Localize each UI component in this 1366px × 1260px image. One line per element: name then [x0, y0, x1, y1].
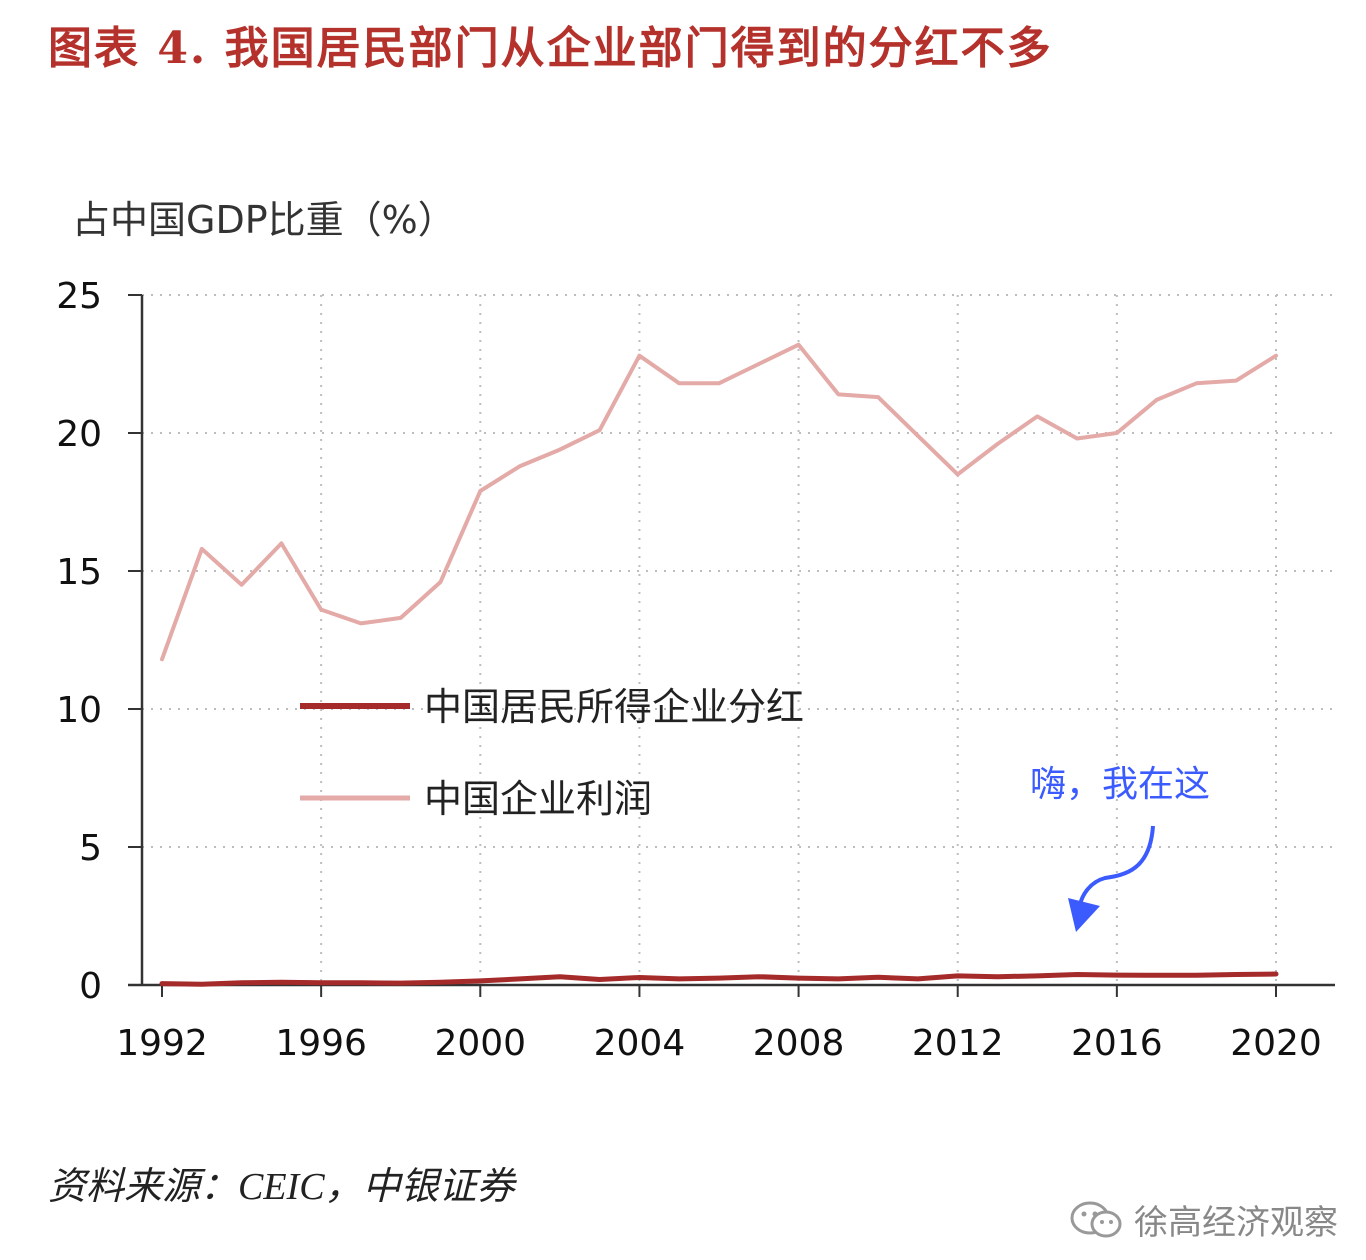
y-tick-label: 10 — [56, 690, 102, 731]
figure-title: 图表 4. 我国居民部门从企业部门得到的分红不多 — [48, 23, 1053, 74]
legend-label-1: 中国企业利润 — [424, 777, 652, 821]
series-line-0 — [159, 971, 1279, 987]
axes — [128, 295, 1335, 987]
x-tick-label: 2004 — [594, 1023, 686, 1064]
series-line-1 — [160, 342, 1278, 662]
y-tick-label: 5 — [79, 828, 102, 869]
y-tick-label: 20 — [56, 414, 102, 455]
y-tick-label: 0 — [79, 966, 102, 1007]
series-lines — [159, 342, 1279, 987]
x-tick-label: 1996 — [275, 1023, 367, 1064]
x-ticks: 1992 1996 2000 2004 2008 2012 2016 2020 — [116, 985, 1322, 1064]
source-note: 资料来源：CEIC，中银证券 — [48, 1166, 515, 1208]
annotation-arrow-shaft — [1078, 825, 1155, 906]
x-tick-label: 1992 — [116, 1023, 208, 1064]
x-tick-label: 2020 — [1230, 1023, 1322, 1064]
y-axis-label: 占中国GDP比重（%） — [72, 198, 456, 242]
y-tick-label: 25 — [56, 276, 102, 317]
annotation-arrow-head — [1068, 898, 1100, 932]
x-tick-label: 2008 — [753, 1023, 845, 1064]
watermark: 徐高经济观察 — [1068, 1195, 1338, 1244]
y-ticks: 0 5 10 15 20 25 — [56, 276, 142, 1007]
x-tick-label: 2000 — [434, 1023, 526, 1064]
legend-label-0: 中国居民所得企业分红 — [424, 685, 804, 729]
y-tick-label: 15 — [56, 552, 102, 593]
watermark-text: 徐高经济观察 — [1134, 1203, 1338, 1243]
annotation-text: 嗨，我在这 — [1030, 764, 1210, 805]
annotation: 嗨，我在这 — [1030, 764, 1210, 932]
x-tick-label: 2012 — [912, 1023, 1004, 1064]
x-tick-label: 2016 — [1071, 1023, 1163, 1064]
line-chart: 占中国GDP比重（%） 0 5 10 15 20 25 1992 1996 2000 2004 2… — [56, 198, 1335, 1064]
wechat-icon — [1070, 1201, 1122, 1237]
